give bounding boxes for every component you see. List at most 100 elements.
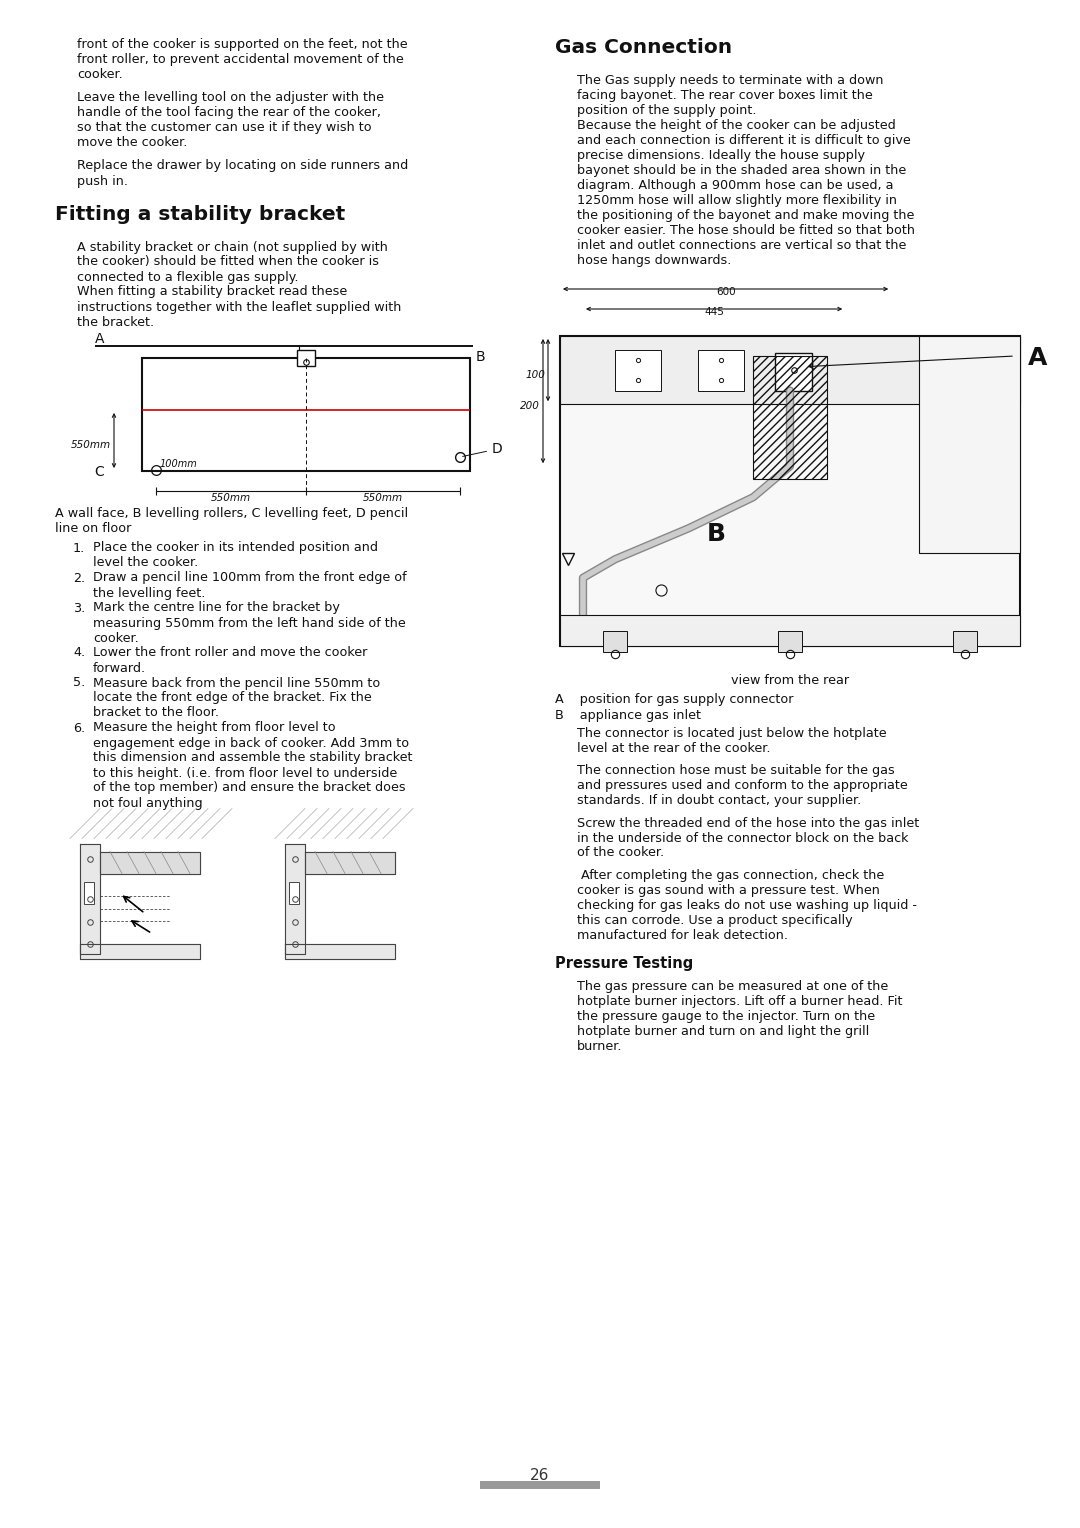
Text: Pressure Testing: Pressure Testing [555,957,693,970]
Bar [207,403,220,413]
Text: this dimension and assemble the stability bracket: this dimension and assemble the stabilit… [93,752,413,764]
Text: checking for gas leaks do not use washing up liquid -: checking for gas leaks do not use washin… [577,898,917,912]
Text: 550mm: 550mm [363,494,403,503]
Text: locate the front edge of the bracket. Fix the: locate the front edge of the bracket. Fi… [93,692,372,704]
Text: front of the cooker is supported on the feet, not the: front of the cooker is supported on the … [77,38,407,50]
Text: inlet and outlet connections are vertical so that the: inlet and outlet connections are vertica… [577,238,906,252]
Polygon shape [305,851,395,874]
Text: cooker is gas sound with a pressure test. When: cooker is gas sound with a pressure test… [577,885,880,897]
Text: level at the rear of the cooker.: level at the rear of the cooker. [577,741,770,755]
Polygon shape [80,843,100,953]
Text: engagement edge in back of cooker. Add 3mm to: engagement edge in back of cooker. Add 3… [93,736,409,750]
Text: move the cooker.: move the cooker. [77,136,187,150]
Text: A: A [95,332,105,345]
Text: to this height. (i.e. from floor level to underside: to this height. (i.e. from floor level t… [93,767,397,779]
Text: position of the supply point.: position of the supply point. [577,104,756,118]
Text: bracket to the floor.: bracket to the floor. [93,706,219,720]
Text: not foul anything: not foul anything [93,796,203,810]
Text: level the cooker.: level the cooker. [93,556,199,570]
Bar [84,882,94,903]
Bar [480,1481,600,1488]
Text: Replace the drawer by locating on side runners and: Replace the drawer by locating on side r… [77,159,408,173]
Text: D: D [462,442,503,457]
Text: facing bayonet. The rear cover boxes limit the: facing bayonet. The rear cover boxes lim… [577,89,873,102]
Text: 5.: 5. [73,677,85,689]
Text: A    position for gas supply connector: A position for gas supply connector [555,694,794,706]
Text: diagram. Although a 900mm hose can be used, a: diagram. Although a 900mm hose can be us… [577,179,893,193]
Text: 2.: 2. [73,571,85,585]
Text: line on floor: line on floor [55,523,132,535]
Bar [430,403,443,413]
Text: in the underside of the connector block on the back: in the underside of the connector block … [577,831,908,845]
Bar [919,336,1020,553]
Text: 6.: 6. [73,721,85,735]
Text: 3.: 3. [73,602,85,614]
Bar [953,631,976,652]
Text: 1.: 1. [73,541,85,555]
Text: Leave the levelling tool on the adjuster with the: Leave the levelling tool on the adjuster… [77,92,384,104]
Text: Lower the front roller and move the cooker: Lower the front roller and move the cook… [93,646,367,660]
Text: Screw the threaded end of the hose into the gas inlet: Screw the threaded end of the hose into … [577,816,919,830]
Text: 600: 600 [716,287,735,296]
Text: bayonet should be in the shaded area shown in the: bayonet should be in the shaded area sho… [577,163,906,177]
Text: hotplate burner and turn on and light the grill: hotplate burner and turn on and light th… [577,1025,869,1038]
Text: the bracket.: the bracket. [77,315,154,329]
Text: Place the cooker in its intended position and: Place the cooker in its intended positio… [93,541,378,555]
Text: 445: 445 [704,307,724,316]
Text: of the top member) and ensure the bracket does: of the top member) and ensure the bracke… [93,781,406,795]
Bar [604,631,627,652]
Text: so that the customer can use it if they wish to: so that the customer can use it if they … [77,121,372,134]
Text: hotplate burner injectors. Lift off a burner head. Fit: hotplate burner injectors. Lift off a bu… [577,995,903,1008]
Bar [775,353,812,391]
Text: 1250mm hose will allow slightly more flexibility in: 1250mm hose will allow slightly more fle… [577,194,897,206]
Text: burner.: burner. [577,1041,622,1053]
Text: C: C [94,465,104,478]
Text: 550mm: 550mm [211,494,251,503]
Text: Gas Connection: Gas Connection [555,38,732,57]
Bar [561,614,1020,646]
Text: B    appliance gas inlet: B appliance gas inlet [555,709,701,721]
Bar [753,356,827,480]
Text: cooker.: cooker. [77,69,123,81]
Text: push in.: push in. [77,174,129,188]
Text: manufactured for leak detection.: manufactured for leak detection. [577,929,788,941]
Text: 100: 100 [525,370,545,380]
Text: hose hangs downwards.: hose hangs downwards. [577,254,731,267]
Text: the cooker) should be fitted when the cooker is: the cooker) should be fitted when the co… [77,255,379,269]
Text: When fitting a stability bracket read these: When fitting a stability bracket read th… [77,286,348,298]
Bar [616,350,661,391]
Text: 100mm: 100mm [160,458,198,469]
Text: The Gas supply needs to terminate with a down: The Gas supply needs to terminate with a… [577,73,883,87]
Text: Because the height of the cooker can be adjusted: Because the height of the cooker can be … [577,119,895,131]
Text: measuring 550mm from the left hand side of the: measuring 550mm from the left hand side … [93,616,406,630]
Text: the positioning of the bayonet and make moving the: the positioning of the bayonet and make … [577,209,915,222]
Text: Draw a pencil line 100mm from the front edge of: Draw a pencil line 100mm from the front … [93,571,407,585]
Text: 26: 26 [530,1468,550,1484]
Text: A stability bracket or chain (not supplied by with: A stability bracket or chain (not suppli… [77,240,388,254]
Text: Fitting a stability bracket: Fitting a stability bracket [55,205,346,223]
Text: The connector is located just below the hotplate: The connector is located just below the … [577,726,887,740]
Text: and each connection is different it is difficult to give: and each connection is different it is d… [577,134,910,147]
Polygon shape [285,843,305,953]
Polygon shape [100,851,200,874]
Bar [297,350,315,367]
Polygon shape [285,943,395,958]
Text: A wall face, B levelling rollers, C levelling feet, D pencil: A wall face, B levelling rollers, C leve… [55,507,408,520]
Text: connected to a flexible gas supply.: connected to a flexible gas supply. [77,270,298,284]
Text: this can corrode. Use a product specifically: this can corrode. Use a product specific… [577,914,852,927]
Bar [141,358,470,471]
Bar [561,336,1020,646]
Text: view from the rear: view from the rear [731,674,849,688]
Text: B: B [707,523,726,545]
Polygon shape [80,943,200,958]
Text: 550mm: 550mm [71,440,111,451]
Text: of the cooker.: of the cooker. [577,847,664,859]
Text: Measure back from the pencil line 550mm to: Measure back from the pencil line 550mm … [93,677,380,689]
Text: The gas pressure can be measured at one of the: The gas pressure can be measured at one … [577,979,888,993]
Text: B: B [476,350,486,364]
Bar [289,882,299,903]
Text: After completing the gas connection, check the: After completing the gas connection, che… [577,869,885,882]
Text: The connection hose must be suitable for the gas: The connection hose must be suitable for… [577,764,894,778]
Text: precise dimensions. Ideally the house supply: precise dimensions. Ideally the house su… [577,150,865,162]
Text: and pressures used and conform to the appropriate: and pressures used and conform to the ap… [577,779,908,792]
